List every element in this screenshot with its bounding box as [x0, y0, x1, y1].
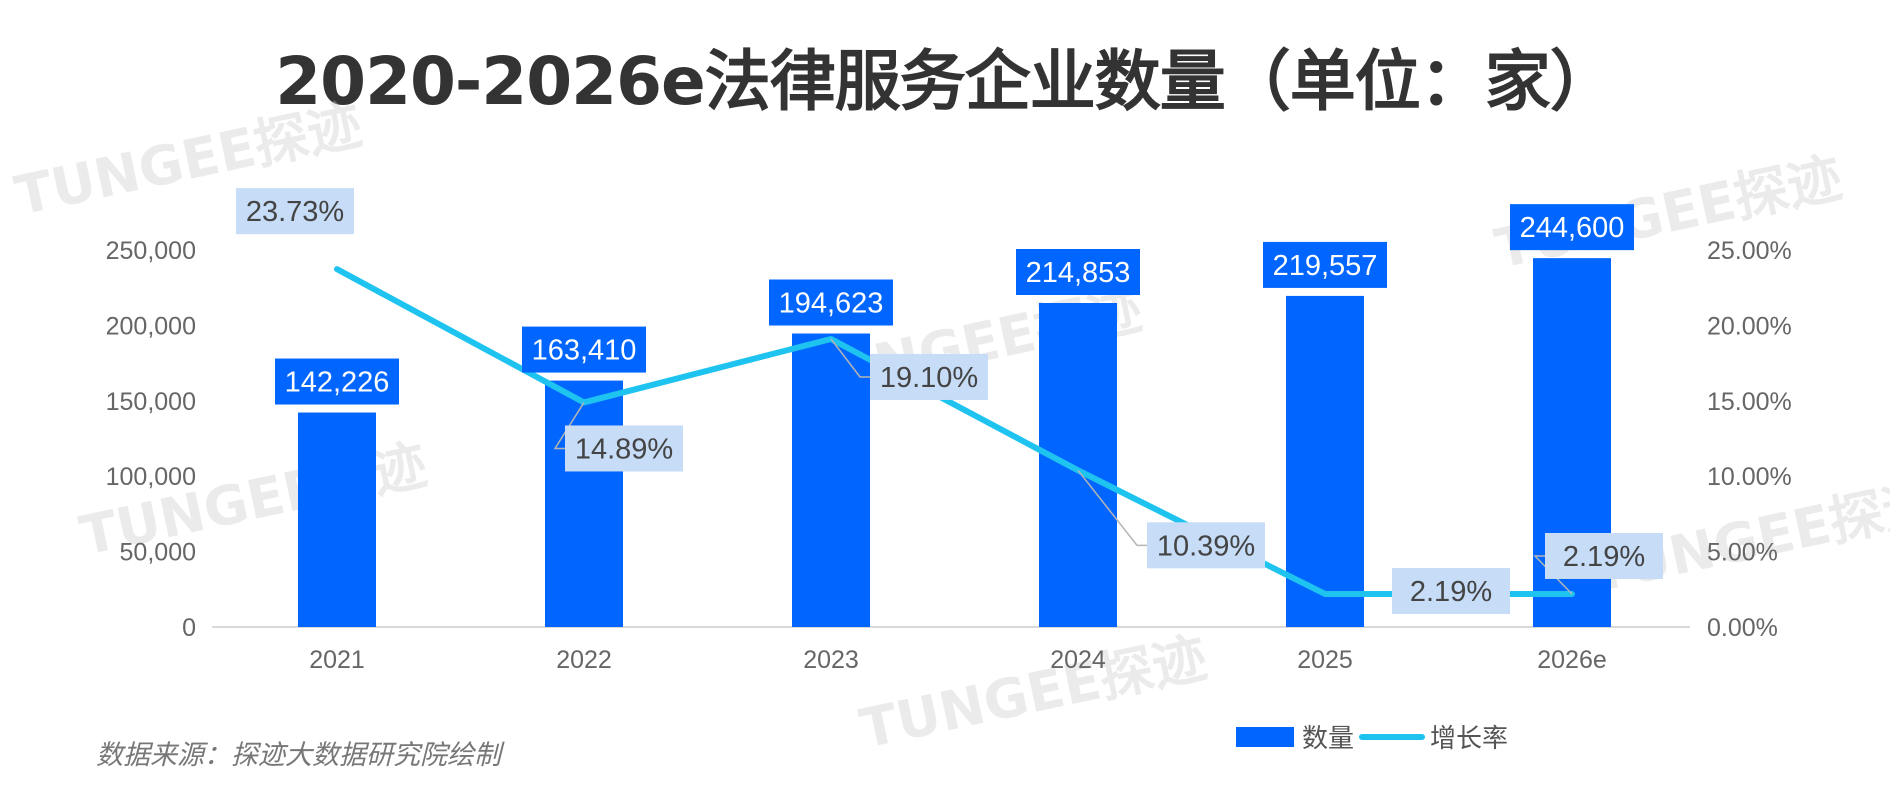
bar-label-box	[1263, 241, 1387, 288]
label-leader-line	[553, 402, 585, 450]
bar-label-box	[522, 326, 646, 373]
growth-label: 2.19%	[1410, 576, 1492, 608]
growth-line	[334, 266, 1575, 597]
growth-label-box	[1147, 522, 1265, 569]
x-tick-label: 2025	[1297, 646, 1353, 674]
growth-label-box	[1545, 532, 1663, 579]
label-leader-line	[1077, 469, 1147, 547]
bar	[1039, 303, 1117, 627]
bar	[1286, 295, 1364, 627]
bar-value-label: 194,623	[779, 288, 884, 320]
label-leader-line	[1533, 555, 1573, 595]
y-right-tick-label: 5.00%	[1707, 539, 1778, 567]
growth-label: 19.10%	[880, 362, 978, 394]
growth-rate-labels: 23.73% 14.89% 19.10% 10.39% 2.19% 2.19%	[236, 188, 1663, 614]
y-left-tick-label: 150,000	[106, 388, 196, 416]
bar-value-label: 142,226	[285, 367, 390, 399]
axes: 0 50,000 100,000 150,000 200,000 250,000 0.00%…	[106, 237, 1792, 674]
x-tick-label: 2023	[803, 646, 859, 674]
bar-label-box	[275, 358, 399, 405]
y-right-tick-label: 20.00%	[1707, 312, 1792, 340]
bar-series	[298, 258, 1611, 627]
label-leader-line	[830, 338, 870, 378]
y-left-tick-label: 200,000	[106, 312, 196, 340]
growth-label: 14.89%	[575, 433, 673, 465]
bar-label-box	[1016, 249, 1140, 296]
growth-label-box	[1392, 567, 1510, 614]
y-right-tick-label: 0.00%	[1707, 614, 1778, 642]
bar-label-box	[769, 279, 893, 326]
growth-label: 10.39%	[1157, 530, 1255, 562]
bar-value-label: 244,600	[1520, 212, 1625, 244]
bar	[545, 380, 623, 627]
y-left-tick-label: 0	[182, 614, 196, 642]
growth-label: 2.19%	[1563, 541, 1645, 573]
bar	[792, 333, 870, 627]
legend-line-label: 增长率	[1430, 724, 1508, 754]
chart-title: 2020-2026e法律服务企业数量（单位：家）	[275, 43, 1616, 120]
bar-label-box	[1510, 204, 1634, 251]
x-tick-label: 2026e	[1537, 646, 1607, 674]
y-right-tick-label: 10.00%	[1707, 463, 1792, 491]
bar-value-label: 163,410	[532, 335, 637, 367]
source-note: 数据来源：探迹大数据研究院绘制	[96, 740, 501, 771]
legend: 数量 增长率	[1236, 724, 1508, 754]
legend-bar-swatch	[1236, 727, 1294, 747]
bar	[298, 412, 376, 627]
bar-value-labels: 142,226 163,410 194,623 214,853 219,557 244,6…	[275, 204, 1634, 405]
x-tick-label: 2024	[1050, 646, 1106, 674]
growth-label-box	[565, 425, 683, 472]
x-tick-label: 2022	[556, 646, 612, 674]
legend-bar-label: 数量	[1302, 724, 1354, 754]
bar-value-label: 214,853	[1026, 257, 1131, 289]
watermark: TUNGEE探迹	[855, 626, 1212, 761]
growth-label: 23.73%	[246, 196, 344, 228]
growth-label-box	[870, 353, 988, 400]
y-left-tick-label: 250,000	[106, 237, 196, 265]
growth-label-box	[236, 188, 354, 235]
y-right-tick-label: 15.00%	[1707, 388, 1792, 416]
x-tick-label: 2021	[309, 646, 365, 674]
y-right-tick-label: 25.00%	[1707, 237, 1792, 265]
growth-rate-series	[334, 266, 1575, 597]
y-left-tick-label: 100,000	[106, 463, 196, 491]
bar-value-label: 219,557	[1273, 250, 1378, 282]
y-left-tick-label: 50,000	[120, 539, 196, 567]
